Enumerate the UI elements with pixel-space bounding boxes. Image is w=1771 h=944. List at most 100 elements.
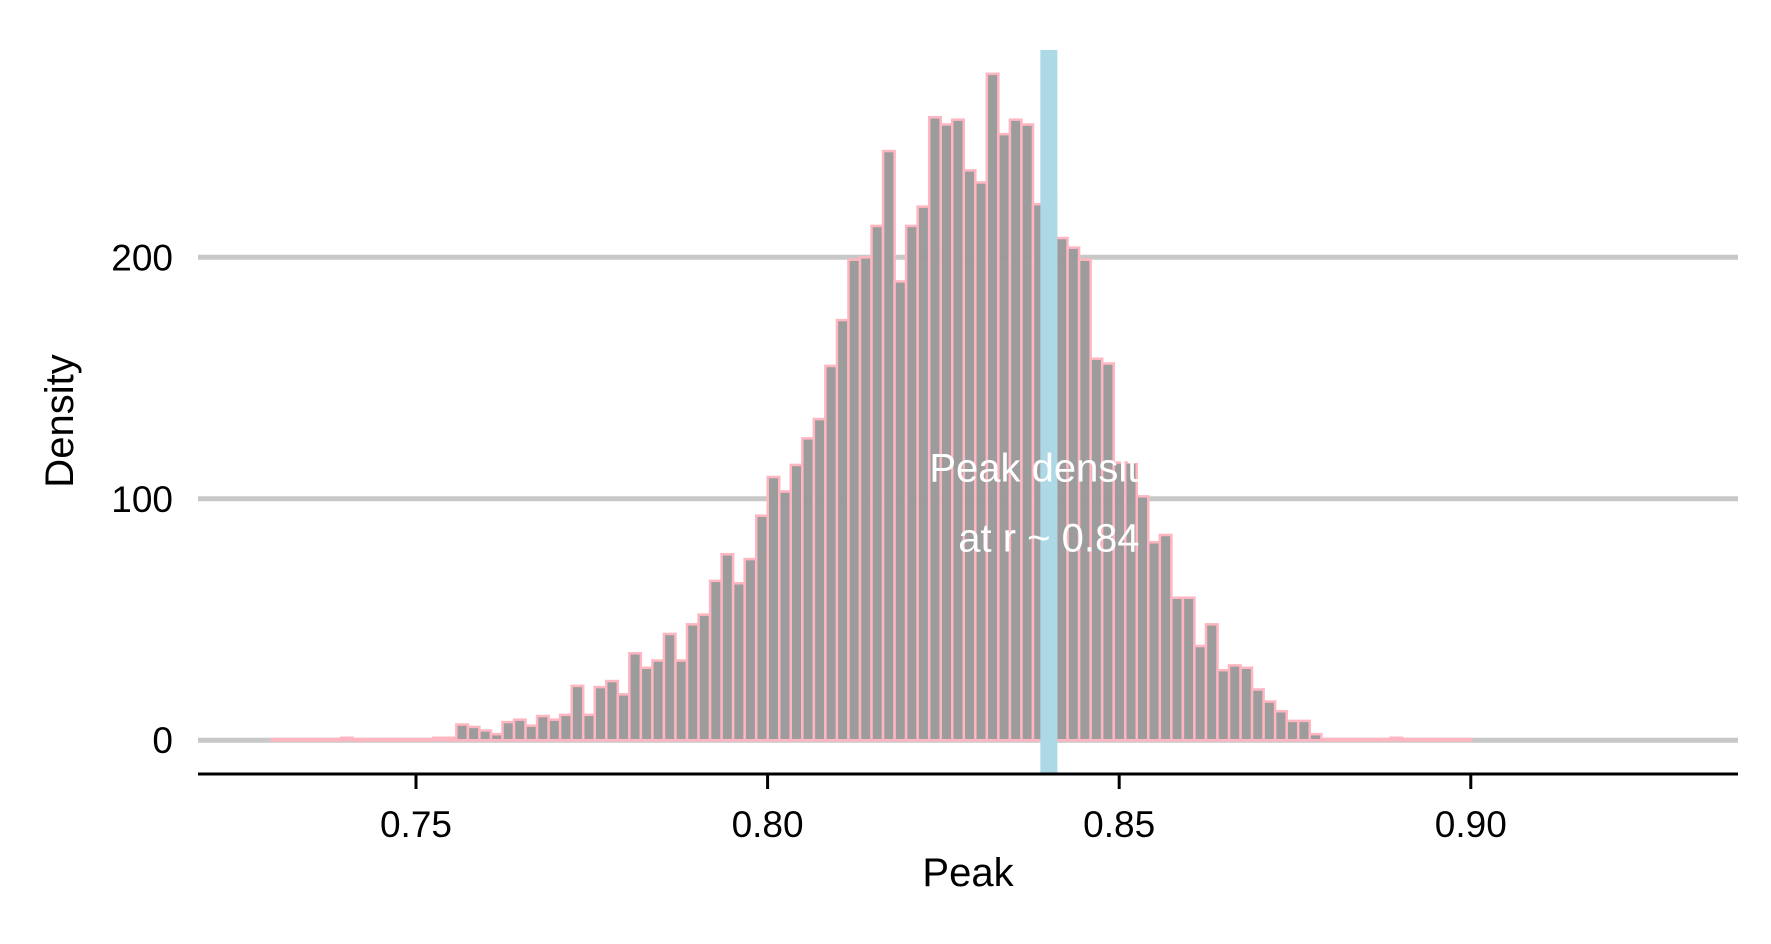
histogram-bar bbox=[916, 205, 931, 742]
x-axis-title: Peak bbox=[922, 851, 1014, 895]
histogram-bar bbox=[697, 613, 712, 742]
histogram-bar bbox=[1331, 737, 1346, 742]
histogram-bar bbox=[558, 713, 573, 742]
histogram-bar bbox=[708, 579, 723, 742]
histogram-bar bbox=[501, 720, 516, 742]
y-tick-label: 100 bbox=[111, 479, 173, 520]
histogram-bar bbox=[316, 737, 331, 742]
histogram-bar bbox=[870, 224, 885, 742]
histogram-bar bbox=[432, 736, 447, 742]
histogram-bar bbox=[1227, 664, 1242, 742]
histogram-bar bbox=[305, 737, 320, 742]
histogram-bar bbox=[282, 737, 297, 742]
x-axis-ticks: 0.75 0.80 0.85 0.90 bbox=[380, 774, 1507, 845]
histogram-bar bbox=[939, 123, 954, 742]
histogram-bar bbox=[893, 280, 908, 742]
histogram-bar bbox=[1446, 737, 1461, 742]
histogram-bar bbox=[605, 679, 620, 742]
histogram-bar bbox=[1008, 118, 1023, 742]
histogram-bar bbox=[1123, 461, 1139, 742]
histogram-bar bbox=[824, 364, 839, 742]
histogram-bar bbox=[1204, 623, 1219, 742]
histogram-bar bbox=[1216, 668, 1231, 742]
histogram-bar bbox=[1262, 700, 1277, 742]
histogram-bar bbox=[1170, 596, 1185, 742]
histogram-bar bbox=[397, 737, 412, 742]
histogram-bar bbox=[1112, 461, 1127, 742]
y-tick-label: 0 bbox=[152, 720, 173, 761]
histogram-bar bbox=[1273, 709, 1288, 742]
histogram-bar bbox=[801, 437, 816, 742]
histogram-bar bbox=[1250, 688, 1265, 742]
histogram-bar bbox=[293, 737, 308, 742]
histogram-bar bbox=[1412, 737, 1427, 742]
histogram-bar bbox=[1435, 737, 1450, 742]
histogram-bar bbox=[997, 132, 1012, 742]
histogram-bar bbox=[408, 737, 424, 742]
histogram-bar bbox=[1147, 540, 1162, 742]
histogram-bar bbox=[1066, 246, 1081, 742]
histogram-bar bbox=[524, 724, 539, 742]
histogram-bar bbox=[904, 224, 919, 742]
peak-reference-line bbox=[1040, 50, 1058, 774]
histogram-bar bbox=[1020, 123, 1035, 742]
histogram-bar bbox=[478, 729, 493, 742]
histogram-bar bbox=[339, 736, 354, 742]
histogram-bar bbox=[1285, 719, 1300, 742]
histogram-bar bbox=[1400, 737, 1415, 742]
histogram-bar bbox=[1193, 644, 1208, 742]
histogram-bar bbox=[1343, 737, 1358, 742]
histogram-bar bbox=[581, 713, 596, 742]
histogram-bar bbox=[1296, 719, 1312, 742]
histogram-bar bbox=[720, 553, 735, 742]
histogram-bar bbox=[374, 737, 389, 742]
y-axis-ticks: 0 100 200 bbox=[111, 237, 173, 761]
histogram-bar bbox=[858, 256, 873, 742]
histogram-bar bbox=[1181, 596, 1196, 742]
histogram-bar bbox=[443, 736, 458, 742]
histogram-bar bbox=[1366, 737, 1381, 742]
histogram-bar bbox=[570, 684, 585, 742]
histogram-bar bbox=[754, 514, 769, 742]
histogram-bar bbox=[685, 623, 700, 742]
histogram-bar bbox=[950, 118, 966, 742]
x-tick-label: 0.80 bbox=[732, 804, 804, 845]
x-tick-label: 0.75 bbox=[380, 804, 452, 845]
histogram-bar bbox=[847, 258, 862, 742]
histogram-bar bbox=[881, 149, 896, 742]
histogram-bar bbox=[547, 718, 562, 742]
histogram-bar bbox=[927, 116, 942, 742]
histogram-bar bbox=[639, 666, 654, 742]
histogram-bar bbox=[489, 732, 504, 742]
x-tick-label: 0.90 bbox=[1435, 804, 1507, 845]
histogram-bar bbox=[1077, 258, 1092, 742]
y-tick-label: 200 bbox=[111, 237, 173, 278]
histogram-bar bbox=[535, 714, 550, 742]
histogram-bar bbox=[789, 463, 804, 742]
histogram-bar bbox=[616, 693, 631, 742]
histogram-bar bbox=[455, 723, 470, 742]
histogram-bar bbox=[1458, 737, 1473, 742]
histogram-bars bbox=[270, 72, 1473, 742]
histogram-bar bbox=[351, 737, 366, 742]
histogram-bar bbox=[593, 685, 608, 742]
histogram-bar bbox=[1389, 736, 1404, 742]
annotation-line-1: Peak density bbox=[929, 446, 1158, 490]
histogram-bar bbox=[1354, 737, 1369, 742]
histogram-bar bbox=[778, 490, 793, 742]
histogram-bar bbox=[1377, 737, 1392, 742]
histogram-bar bbox=[328, 737, 343, 742]
histogram-bar bbox=[385, 737, 400, 742]
reference-line-layer bbox=[1040, 50, 1058, 774]
histogram-bar bbox=[362, 737, 377, 742]
histogram-bar bbox=[628, 652, 643, 742]
histogram-bar bbox=[270, 737, 285, 742]
histogram-bar bbox=[512, 718, 527, 742]
histogram-bar bbox=[662, 632, 677, 742]
histogram-bar bbox=[812, 417, 827, 742]
histogram-bar bbox=[420, 737, 435, 742]
histogram-bar bbox=[731, 582, 746, 742]
histogram-bar bbox=[766, 475, 781, 742]
histogram-bar bbox=[674, 659, 689, 742]
